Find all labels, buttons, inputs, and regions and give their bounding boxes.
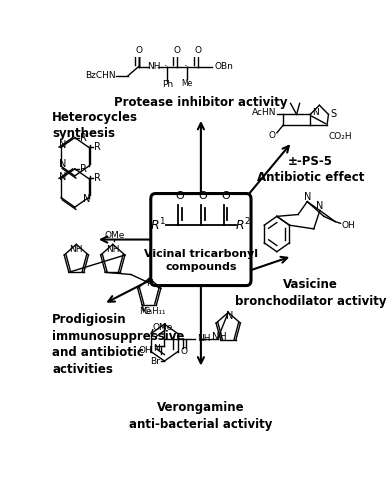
Text: NH: NH — [70, 245, 83, 254]
Text: C₅H₁₁: C₅H₁₁ — [143, 307, 166, 316]
Text: S: S — [330, 109, 336, 120]
Text: NH: NH — [147, 62, 161, 71]
Text: $R^2$: $R^2$ — [235, 217, 252, 233]
Text: $R^1$: $R^1$ — [150, 217, 167, 233]
Text: N: N — [59, 141, 66, 150]
Text: NH: NH — [197, 335, 211, 343]
Text: CO₂H: CO₂H — [328, 132, 352, 141]
Text: OMe: OMe — [104, 231, 125, 240]
Text: OBn: OBn — [214, 62, 234, 71]
Text: N: N — [59, 172, 66, 182]
Text: BzCHN: BzCHN — [85, 71, 116, 80]
Text: Verongamine
anti-bacterial activity: Verongamine anti-bacterial activity — [129, 402, 272, 431]
Text: R: R — [94, 174, 101, 184]
Text: O: O — [221, 191, 230, 201]
Text: N: N — [59, 160, 66, 170]
Text: Protease inhibitor activity: Protease inhibitor activity — [114, 96, 288, 109]
Text: O: O — [181, 348, 188, 356]
Text: compounds: compounds — [165, 262, 237, 272]
Text: O: O — [135, 46, 142, 55]
Text: N: N — [312, 108, 319, 117]
Text: O: O — [176, 191, 184, 201]
Text: N: N — [83, 195, 91, 205]
Text: N: N — [146, 279, 152, 288]
Text: Me: Me — [139, 307, 152, 316]
Text: NH: NH — [106, 245, 120, 254]
Text: N: N — [303, 192, 311, 202]
Text: ·: · — [164, 62, 168, 72]
Text: Ph: Ph — [162, 80, 173, 89]
Text: Me: Me — [181, 79, 193, 88]
Text: Vasicine
bronchodilator activity: Vasicine bronchodilator activity — [234, 278, 386, 308]
Text: Br: Br — [150, 357, 160, 366]
Text: N: N — [153, 344, 160, 353]
Text: NH: NH — [212, 332, 227, 342]
Text: O: O — [198, 191, 207, 201]
Text: OH: OH — [341, 221, 355, 230]
Text: R: R — [80, 164, 87, 174]
Text: AcHN: AcHN — [252, 108, 277, 117]
Text: N: N — [316, 201, 323, 211]
Text: Prodigiosin
immunosuppressive
and antibiotic
activities: Prodigiosin immunosuppressive and antibi… — [52, 313, 184, 376]
Text: O: O — [269, 131, 276, 140]
Text: O: O — [194, 46, 201, 55]
Text: ·: · — [184, 62, 187, 72]
Text: Heterocycles
synthesis: Heterocycles synthesis — [52, 111, 138, 140]
Text: OMe: OMe — [153, 324, 173, 332]
Text: Vicinal tricarbonyl: Vicinal tricarbonyl — [144, 249, 258, 259]
Text: N: N — [226, 311, 234, 321]
Text: OH: OH — [138, 346, 152, 355]
Text: R: R — [80, 132, 87, 142]
FancyBboxPatch shape — [151, 194, 251, 285]
Text: R: R — [94, 142, 101, 152]
Text: ±-PS-5
Antibiotic effect: ±-PS-5 Antibiotic effect — [257, 155, 364, 185]
Text: O: O — [173, 46, 180, 55]
